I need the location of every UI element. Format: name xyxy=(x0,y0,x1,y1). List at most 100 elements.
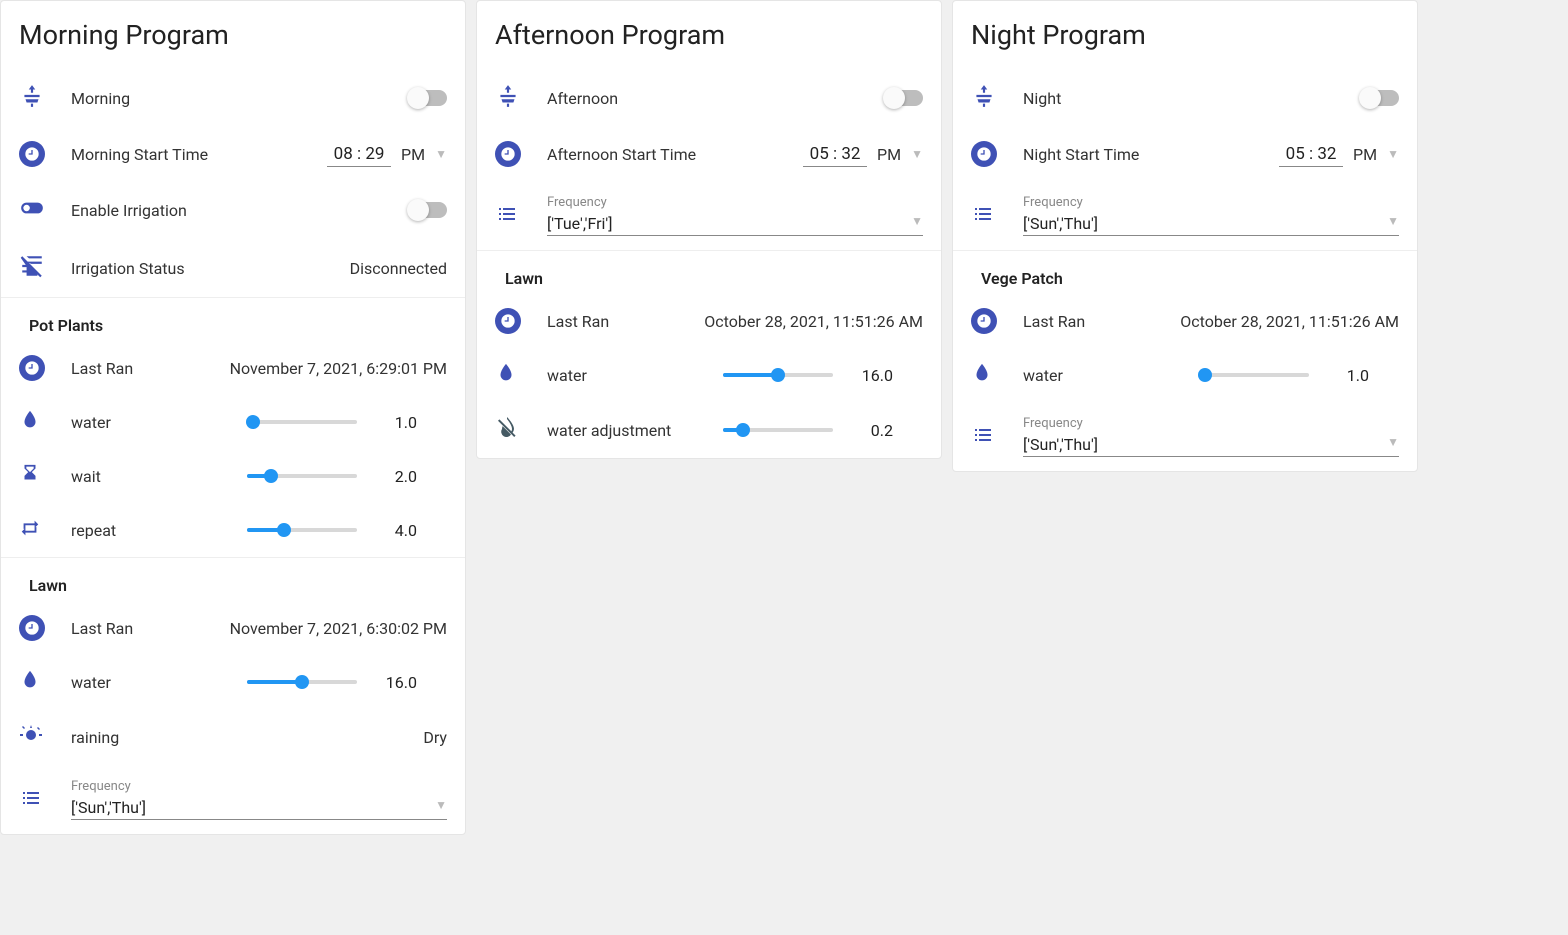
frequency-row: Frequency ['Sun','Thu'] ▼ xyxy=(953,181,1417,250)
repeat-slider[interactable] xyxy=(247,528,357,532)
disconnected-icon xyxy=(19,253,45,283)
list-icon xyxy=(495,202,519,230)
afternoon-program-card: Afternoon Program Afternoon Afternoon St… xyxy=(476,0,942,459)
enable-irrigation-label: Enable Irrigation xyxy=(71,201,409,220)
morning-program-card: Morning Program Morning Morning Start Ti… xyxy=(0,0,466,835)
water-drop-icon xyxy=(495,362,517,388)
water-adjustment-slider[interactable] xyxy=(723,428,833,432)
water-slider[interactable] xyxy=(247,680,357,684)
water-row: water 16.0 xyxy=(477,348,941,402)
start-time-label: Morning Start Time xyxy=(71,145,327,164)
wait-slider[interactable] xyxy=(247,474,357,478)
frequency-select[interactable]: ['Tue','Fri'] ▼ xyxy=(547,212,923,236)
water-slider[interactable] xyxy=(723,373,833,377)
water-drop-icon xyxy=(971,362,993,388)
clock-icon xyxy=(971,141,997,167)
water-adjustment-row: water adjustment 0.2 xyxy=(477,402,941,458)
raining-value: Dry xyxy=(423,728,447,747)
start-time-row: Afternoon Start Time 05 : 32 PM ▼ xyxy=(477,127,941,181)
start-time-input[interactable]: 05 : 32 xyxy=(1279,142,1343,167)
program-toggle-row: Morning xyxy=(1,69,465,127)
night-program-card: Night Program Night Night Start Time 05 … xyxy=(952,0,1418,472)
water-drop-icon xyxy=(19,409,41,435)
clock-icon xyxy=(971,308,997,334)
zone-header: Pot Plants xyxy=(1,298,465,341)
water-adjustment-label: water adjustment xyxy=(547,421,723,440)
last-ran-value: November 7, 2021, 6:29:01 PM xyxy=(230,359,447,378)
chevron-down-icon: ▼ xyxy=(911,214,923,233)
clock-icon xyxy=(19,615,45,641)
chevron-down-icon: ▼ xyxy=(1387,214,1399,233)
list-icon xyxy=(971,202,995,230)
ampm-dropdown-icon[interactable]: ▼ xyxy=(435,147,447,161)
raining-label: raining xyxy=(71,728,423,747)
enable-irrigation-toggle[interactable] xyxy=(409,202,447,218)
toggle-icon xyxy=(19,195,45,225)
last-ran-label: Last Ran xyxy=(71,359,230,378)
water-value: 16.0 xyxy=(853,366,893,385)
program-name-label: Afternoon xyxy=(547,89,885,108)
start-time-label: Afternoon Start Time xyxy=(547,145,803,164)
last-ran-value: November 7, 2021, 6:30:02 PM xyxy=(230,619,447,638)
program-toggle[interactable] xyxy=(409,90,447,106)
water-adjustment-value: 0.2 xyxy=(853,421,893,440)
card-title: Night Program xyxy=(953,1,1417,69)
program-name-label: Night xyxy=(1023,89,1361,108)
raining-row: raining Dry xyxy=(1,709,465,765)
water-label: water xyxy=(547,366,723,385)
water-row: water 1.0 xyxy=(953,348,1417,402)
irrigation-status-label: Irrigation Status xyxy=(71,259,350,278)
card-title: Afternoon Program xyxy=(477,1,941,69)
hourglass-icon xyxy=(19,463,41,489)
chevron-down-icon: ▼ xyxy=(1387,435,1399,454)
frequency-select[interactable]: ['Sun','Thu'] ▼ xyxy=(1023,212,1399,236)
clock-icon xyxy=(495,141,521,167)
water-drop-icon xyxy=(19,669,41,695)
start-time-label: Night Start Time xyxy=(1023,145,1279,164)
zone-header: Lawn xyxy=(477,251,941,294)
frequency-select[interactable]: ['Sun','Thu'] ▼ xyxy=(71,796,447,820)
list-icon xyxy=(971,423,995,451)
program-toggle[interactable] xyxy=(885,90,923,106)
frequency-label: Frequency xyxy=(1023,195,1399,210)
ampm-dropdown-icon[interactable]: ▼ xyxy=(1387,147,1399,161)
frequency-label: Frequency xyxy=(547,195,923,210)
clock-icon xyxy=(19,141,45,167)
frequency-select[interactable]: ['Sun','Thu'] ▼ xyxy=(1023,433,1399,457)
frequency-value: ['Sun','Thu'] xyxy=(1023,214,1098,233)
last-ran-value: October 28, 2021, 11:51:26 AM xyxy=(704,312,923,331)
last-ran-row: Last Ran November 7, 2021, 6:29:01 PM xyxy=(1,341,465,395)
sprinkler-icon xyxy=(495,83,521,113)
water-slider[interactable] xyxy=(247,420,357,424)
water-row: water 1.0 xyxy=(1,395,465,449)
ampm-label: PM xyxy=(401,145,425,164)
chevron-down-icon: ▼ xyxy=(435,798,447,817)
sprinkler-icon xyxy=(19,83,45,113)
ampm-dropdown-icon[interactable]: ▼ xyxy=(911,147,923,161)
ampm-label: PM xyxy=(877,145,901,164)
frequency-row: Frequency ['Sun','Thu'] ▼ xyxy=(1,765,465,834)
frequency-label: Frequency xyxy=(71,779,447,794)
water-slider[interactable] xyxy=(1199,373,1309,377)
last-ran-row: Last Ran November 7, 2021, 6:30:02 PM xyxy=(1,601,465,655)
frequency-value: ['Sun','Thu'] xyxy=(71,798,146,817)
last-ran-label: Last Ran xyxy=(547,312,704,331)
no-water-icon xyxy=(495,416,519,444)
weather-icon xyxy=(19,723,43,751)
water-label: water xyxy=(1023,366,1199,385)
last-ran-row: Last Ran October 28, 2021, 11:51:26 AM xyxy=(477,294,941,348)
last-ran-value: October 28, 2021, 11:51:26 AM xyxy=(1180,312,1399,331)
frequency-row: Frequency ['Tue','Fri'] ▼ xyxy=(477,181,941,250)
water-row: water 16.0 xyxy=(1,655,465,709)
start-time-input[interactable]: 05 : 32 xyxy=(803,142,867,167)
start-time-input[interactable]: 08 : 29 xyxy=(327,142,391,167)
sprinkler-icon xyxy=(971,83,997,113)
irrigation-status-row: Irrigation Status Disconnected xyxy=(1,239,465,297)
irrigation-status-value: Disconnected xyxy=(350,259,447,278)
frequency-label: Frequency xyxy=(1023,416,1399,431)
wait-row: wait 2.0 xyxy=(1,449,465,503)
program-toggle-row: Afternoon xyxy=(477,69,941,127)
wait-label: wait xyxy=(71,467,247,486)
program-toggle[interactable] xyxy=(1361,90,1399,106)
enable-irrigation-row: Enable Irrigation xyxy=(1,181,465,239)
